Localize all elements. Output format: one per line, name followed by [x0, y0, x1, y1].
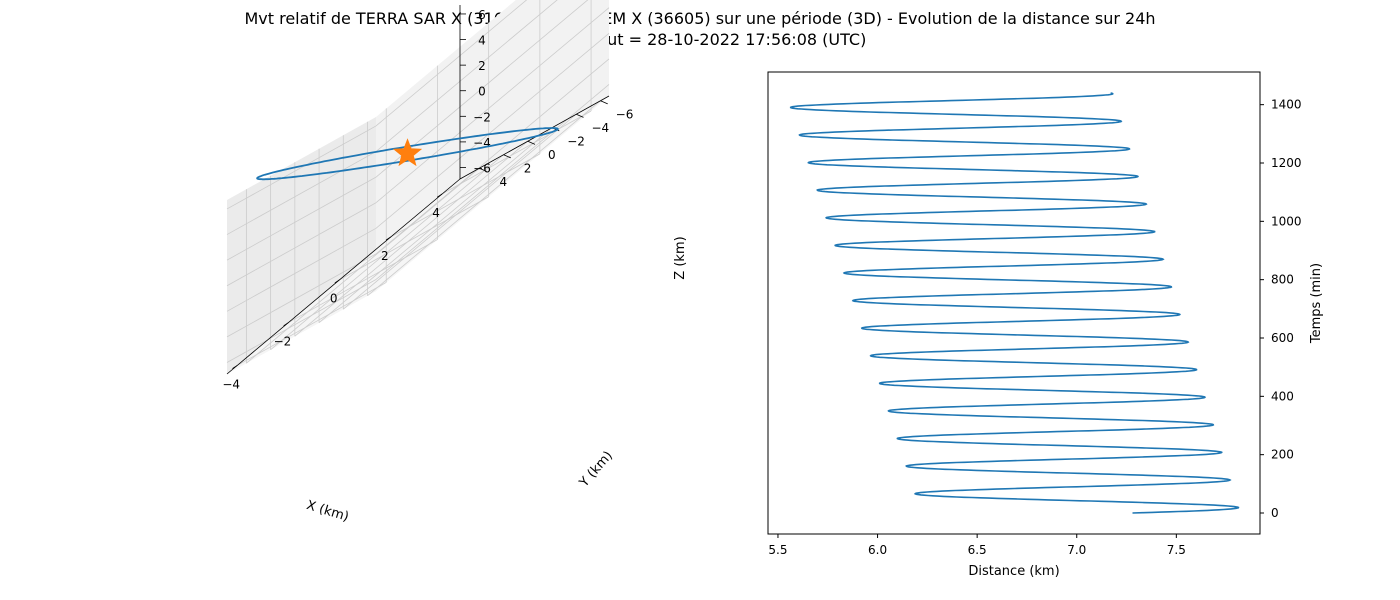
grid-line — [343, 113, 577, 310]
grid-line — [294, 140, 529, 337]
x-tick-mark — [283, 322, 289, 327]
y-tick-mark — [479, 167, 487, 172]
x-axis-label-3d: X (km) — [305, 498, 351, 525]
figure-title-line2: Date début = 28-10-2022 17:56:08 (UTC) — [533, 30, 867, 49]
y-tick-label: 200 — [1271, 448, 1294, 462]
floor-pane-xy — [227, 96, 609, 374]
chart-3d-data — [256, 127, 559, 181]
y-tick-label: −6 — [616, 108, 634, 122]
grid-line — [226, 253, 377, 338]
grid-line — [226, 202, 377, 287]
y-ticks-2d: 0 200 400 600 800 1000 1200 1400 — [1260, 98, 1302, 520]
x-tick-label: 4 — [432, 206, 440, 220]
figure-title-line1: Mvt relatif de TERRA SAR X (31698) vs TA… — [244, 9, 1156, 28]
y-tick-label: 4 — [500, 175, 508, 189]
y-tick-label: 600 — [1271, 331, 1294, 345]
y-tick-mark — [600, 100, 608, 105]
grid-line — [226, 227, 377, 312]
y-tick-label: 800 — [1271, 273, 1294, 287]
z-tick-label: 0 — [478, 85, 486, 99]
x-tick-label: −4 — [222, 377, 240, 391]
y-tick-label: 1400 — [1271, 98, 1302, 112]
grid-line — [318, 127, 553, 324]
z-axis-label-3d: Z (km) — [673, 236, 688, 279]
y-tick-label: 0 — [1271, 506, 1279, 520]
grid-line — [375, 84, 610, 280]
grid-line — [375, 33, 610, 229]
z-tick-label: 4 — [478, 34, 486, 48]
x-tick-label: 7.5 — [1167, 543, 1186, 557]
chart-3d-grid — [226, 0, 610, 366]
x-tick-label: 6.0 — [868, 543, 887, 557]
grid-line — [226, 176, 377, 261]
y-tick-label: 1000 — [1271, 214, 1302, 228]
grid-line — [441, 110, 592, 195]
x-tick-label: 6.5 — [968, 543, 987, 557]
y-tick-label: 0 — [548, 148, 556, 162]
grid-line — [339, 196, 489, 281]
y-tick-mark — [576, 113, 584, 118]
y-axis-label-2d: Temps (min) — [1309, 263, 1324, 344]
y-tick-label: 1200 — [1271, 156, 1302, 170]
grid-line — [367, 100, 601, 297]
grid-line — [270, 154, 504, 351]
origin-star-marker — [392, 138, 423, 167]
distance-series-line — [789, 92, 1240, 514]
chart-2d: 5.5 6.0 6.5 7.0 7.5 0 200 400 600 800 1000 1200 140… — [767, 71, 1324, 579]
grid-line — [288, 239, 438, 323]
y-tick-label: −4 — [591, 121, 609, 135]
x-axis-line-3d — [226, 178, 461, 375]
z-tick-label: 6 — [478, 8, 486, 22]
plot-frame — [767, 71, 1261, 535]
grid-line — [375, 0, 558, 152]
relative-orbit-line — [256, 127, 559, 181]
grid-line — [375, 7, 610, 204]
y-tick-mark — [503, 154, 511, 159]
x-ticks-2d: 5.5 6.0 6.5 7.0 7.5 — [768, 534, 1186, 557]
grid-line — [226, 279, 377, 363]
x-tick-mark — [232, 365, 238, 369]
x-tick-mark — [437, 193, 443, 198]
x-tick-mark — [385, 236, 392, 241]
grid-line — [390, 153, 541, 238]
grid-line — [237, 282, 387, 366]
grid-line — [375, 58, 610, 255]
y-tick-mark — [527, 140, 536, 145]
grid-line — [226, 125, 377, 210]
x-tick-label: 7.0 — [1067, 543, 1086, 557]
z-tick-label: 2 — [478, 59, 486, 73]
x-tick-label: 2 — [381, 249, 389, 263]
y-tick-label: 2 — [524, 162, 532, 176]
y-tick-label: −2 — [567, 135, 585, 149]
x-tick-label: 0 — [330, 292, 338, 306]
grid-line — [375, 0, 528, 127]
y-axis-label-3d: Y (km) — [576, 448, 616, 491]
x-tick-label: 5.5 — [768, 543, 787, 557]
y-tick-label: 400 — [1271, 389, 1294, 403]
z-tick-label: −6 — [473, 161, 491, 175]
x-axis-label-2d: Distance (km) — [968, 564, 1059, 579]
grid-line — [246, 167, 480, 364]
z-tick-label: −2 — [473, 110, 491, 124]
grid-line — [226, 151, 377, 235]
chart-2d-data — [789, 92, 1240, 514]
x-tick-label: −2 — [274, 335, 292, 349]
figure-title: Mvt relatif de TERRA SAR X (31698) vs TA… — [0, 8, 1400, 50]
x-tick-mark — [334, 279, 340, 284]
